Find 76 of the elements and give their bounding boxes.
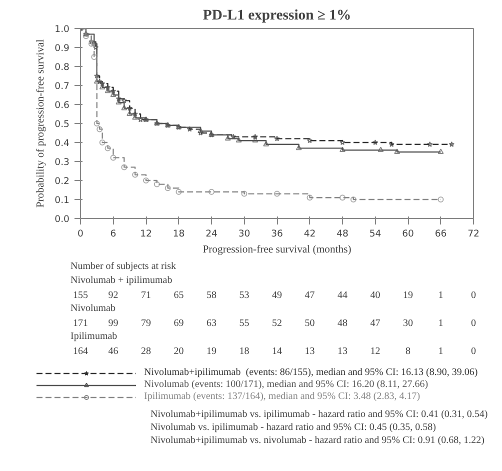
text: 40 — [370, 290, 380, 301]
text: Ipilimumab (events: 137/164), median and 95% CI: 3.48 (2.83, 4.17) — [144, 391, 420, 402]
y-tick-label: 0.0 — [54, 214, 70, 225]
text: 14 — [272, 346, 282, 357]
x-tick-label: 30 — [238, 228, 250, 240]
y-tick-label: 0.2 — [54, 176, 70, 187]
x-tick-label: 54 — [369, 228, 382, 240]
y-tick-label: 0.9 — [54, 43, 70, 54]
y-tick-label: 0.4 — [54, 138, 70, 149]
text: Ipilimumab — [70, 331, 118, 342]
x-tick-label: 6 — [110, 228, 116, 240]
x-axis-title: Progression-free survival (months) — [202, 244, 352, 256]
text: 19 — [206, 346, 216, 357]
text: 12 — [370, 346, 380, 357]
text: 63 — [206, 318, 216, 329]
text: 69 — [174, 318, 184, 329]
text: 171 — [73, 318, 88, 329]
text: 49 — [272, 290, 282, 301]
text: 48 — [338, 318, 348, 329]
text: Nivolumab — [70, 303, 116, 314]
text: 79 — [141, 318, 151, 329]
text: 1 — [438, 346, 444, 357]
x-tick-label: 60 — [402, 228, 414, 240]
text: 55 — [239, 318, 250, 329]
text: 47 — [370, 318, 380, 329]
text: 58 — [206, 290, 216, 301]
x-tick-label: 72 — [468, 228, 480, 240]
text: 13 — [338, 346, 348, 357]
text: 99 — [108, 318, 118, 329]
text: 13 — [304, 346, 315, 357]
text: 0 — [471, 346, 476, 357]
text: 30 — [403, 318, 413, 329]
chart-title: PD-L1 expression ≥ 1% — [202, 8, 352, 24]
text: 47 — [304, 290, 315, 301]
text: 46 — [108, 346, 118, 357]
text: 164 — [73, 346, 88, 357]
x-tick-label: 36 — [271, 228, 283, 240]
y-axis-title: Probability of progression-free survival — [36, 39, 47, 208]
y-tick-label: 0.7 — [54, 81, 70, 92]
y-tick-label: 0.8 — [54, 62, 70, 73]
text: 28 — [141, 346, 151, 357]
y-tick-label: 0.6 — [54, 100, 70, 111]
text: 65 — [174, 290, 184, 301]
text: 1 — [438, 318, 444, 329]
text: Nivolumab+ipilimumab vs. nivolumab - hazard ratio and 95% CI: 0.91 (0.68, 1.22) — [150, 435, 484, 446]
x-tick-label: 42 — [304, 228, 316, 240]
text: 19 — [403, 290, 413, 301]
text: 52 — [272, 318, 282, 329]
x-tick-label: 48 — [336, 228, 348, 240]
text: Nivolumab+ipilimumab vs. ipilimumab - hazard ratio and 95% CI: 0.41 (0.31, 0.54) — [150, 409, 488, 420]
text: 8 — [406, 346, 410, 357]
text: 0 — [471, 290, 476, 301]
x-tick-label: 0 — [78, 228, 84, 240]
text: 50 — [304, 318, 315, 329]
text: 71 — [141, 290, 151, 301]
text: 155 — [73, 290, 88, 301]
text: 18 — [239, 346, 250, 357]
x-tick-label: 66 — [434, 228, 447, 240]
text: 0 — [471, 318, 476, 329]
text: Nivolumab (events: 100/171), median and 95% CI: 16.20 (8.11, 27.66) — [144, 379, 428, 390]
text: Nivolumab+ipilimumab (events: 86/155), median and 95% CI: 16.13 (8.90, 39.06) — [144, 367, 478, 378]
text: 1 — [438, 290, 444, 301]
text: Nivolumab + ipilimumab — [70, 275, 172, 286]
x-tick-label: 12 — [140, 228, 152, 240]
text: 44 — [338, 290, 348, 301]
text: Number of subjects at risk — [70, 261, 176, 272]
x-tick-label: 24 — [206, 228, 218, 240]
y-tick-label: 0.1 — [54, 195, 70, 206]
y-tick-label: 1.0 — [54, 24, 70, 35]
text: 92 — [108, 290, 118, 301]
y-tick-label: 0.5 — [54, 119, 70, 130]
text: 53 — [239, 290, 250, 301]
text: 20 — [174, 346, 184, 357]
y-tick-label: 0.3 — [54, 157, 70, 168]
x-tick-label: 18 — [172, 228, 185, 240]
text: Nivolumab vs. ipilimumab - hazard ratio and 95% CI: 0.45 (0.35, 0.58) — [150, 422, 436, 433]
